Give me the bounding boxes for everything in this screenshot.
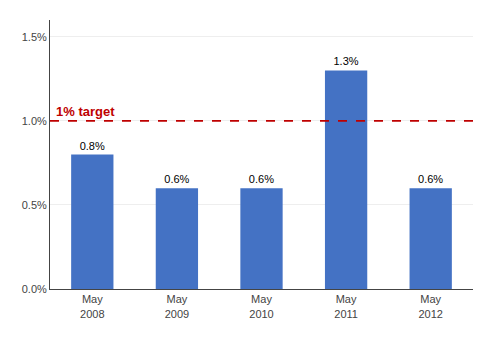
- svg-text:0.6%: 0.6%: [249, 173, 274, 185]
- svg-text:0.8%: 0.8%: [80, 140, 105, 152]
- svg-text:May2010: May2010: [249, 293, 273, 319]
- svg-text:0.6%: 0.6%: [418, 173, 443, 185]
- svg-text:0.0%: 0.0%: [22, 283, 47, 295]
- svg-text:1% target: 1% target: [56, 104, 115, 119]
- svg-text:May2008: May2008: [80, 293, 104, 319]
- svg-text:May2012: May2012: [418, 293, 442, 319]
- svg-text:0.5%: 0.5%: [22, 199, 47, 211]
- svg-text:1.0%: 1.0%: [22, 115, 47, 127]
- svg-text:1.3%: 1.3%: [333, 55, 358, 67]
- svg-text:0.6%: 0.6%: [164, 173, 189, 185]
- svg-text:May2009: May2009: [165, 293, 189, 319]
- svg-text:1.5%: 1.5%: [22, 31, 47, 43]
- svg-text:May2011: May2011: [334, 293, 358, 319]
